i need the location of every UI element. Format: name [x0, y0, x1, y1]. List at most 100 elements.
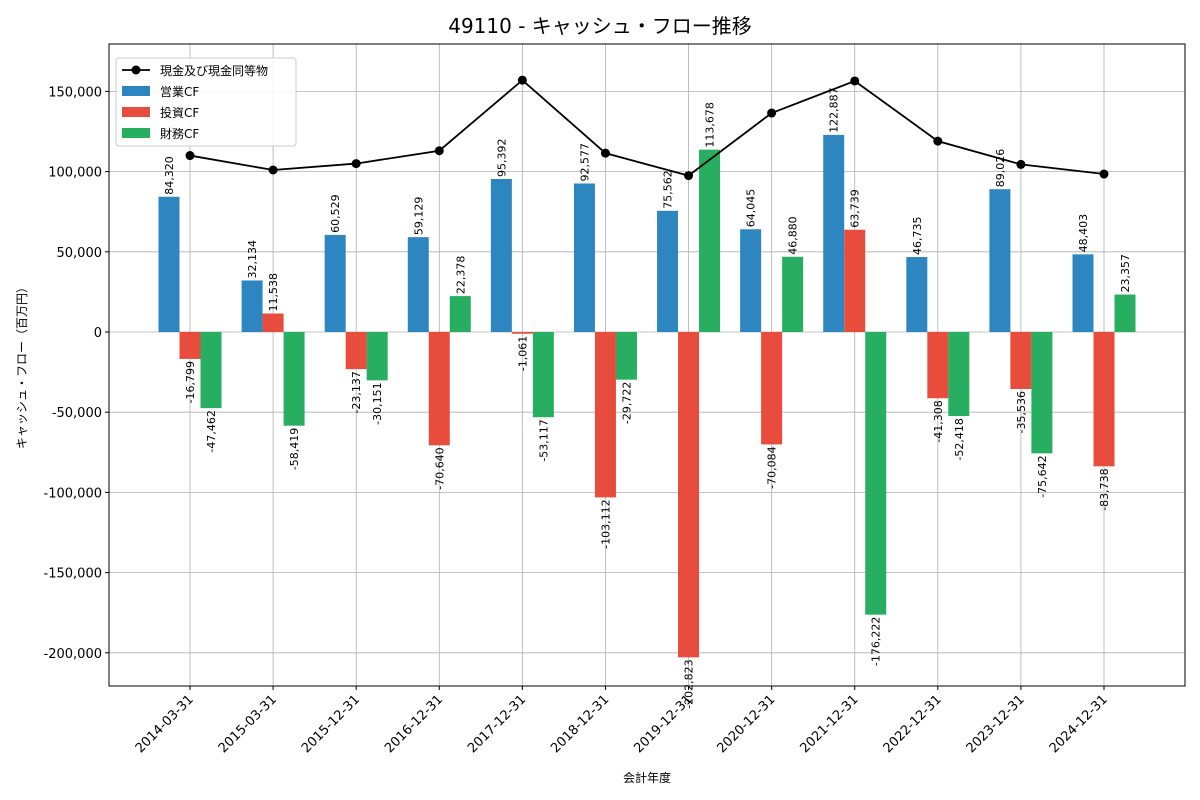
x-tick-label: 2021-12-31: [798, 692, 862, 756]
y-tick-label: 150,000: [48, 85, 102, 100]
y-axis: 150,000 100,000 50,000 0 -50,000 -100,000 -150…: [44, 85, 109, 662]
bar: [865, 332, 887, 615]
bar-value-label: -16,799: [184, 361, 197, 403]
x-tick-label: 2023-12-31: [964, 692, 1028, 756]
x-tick-label: 2015-03-31: [216, 692, 280, 756]
bar-value-label: 92,577: [578, 143, 591, 182]
legend-label: 投資CF: [160, 105, 199, 120]
bar: [241, 280, 263, 332]
bar-value-label: 23,357: [1119, 254, 1132, 293]
bar: [1031, 332, 1053, 454]
x-tick-label: 2019-12-31: [631, 692, 695, 756]
y-tick-label: 0: [94, 326, 102, 341]
cash-line-point: [434, 146, 444, 156]
bar-value-label: 46,735: [911, 217, 924, 256]
x-tick-label: 2017-12-31: [465, 692, 529, 756]
cash-line-point: [268, 165, 278, 175]
bar-value-label: -53,117: [537, 419, 550, 461]
legend-label: 現金及び現金同等物: [160, 63, 268, 78]
x-tick-label: 2016-12-31: [382, 692, 446, 756]
bar-value-label: -47,462: [205, 410, 218, 452]
bar: [324, 234, 346, 332]
bar-value-label: -103,112: [599, 499, 612, 548]
bar-value-label: -58,419: [288, 428, 301, 470]
bar: [532, 332, 554, 418]
bar: [906, 257, 928, 332]
y-tick-label: -50,000: [52, 406, 102, 421]
cash-line-point: [1099, 169, 1109, 179]
bar-labels: 84,320 32,134 60,529 59,129 95,392 92,577 75,5…: [163, 87, 1132, 708]
bars: [158, 134, 1136, 658]
bar-value-label: 22,378: [454, 256, 467, 295]
bar: [699, 149, 721, 332]
legend-swatch: [122, 128, 150, 138]
x-axis-label: 会計年度: [623, 770, 671, 785]
plot-frame: [108, 43, 1186, 687]
y-tick-label: -150,000: [44, 567, 102, 582]
y-tick-label: -200,000: [44, 647, 102, 662]
bar: [823, 134, 845, 332]
legend-box: [115, 57, 297, 147]
legend-label: 財務CF: [160, 126, 199, 141]
bar-value-label: 75,562: [662, 170, 675, 209]
bar-value-label: 32,134: [246, 240, 259, 279]
cash-line-point: [600, 148, 610, 158]
bar: [761, 332, 783, 445]
x-tick-label: 2018-12-31: [548, 692, 612, 756]
cash-line-path: [189, 78, 1105, 177]
bar: [158, 196, 180, 332]
bar: [179, 332, 201, 359]
bar-value-label: -202,823: [683, 659, 696, 708]
cash-line: [185, 75, 1109, 181]
bar: [615, 332, 637, 380]
bar-value-label: -52,418: [953, 418, 966, 460]
y-tick-label: -100,000: [44, 486, 102, 501]
cash-line-point: [517, 75, 527, 85]
bar-value-label: -35,536: [1015, 391, 1028, 433]
bar-value-label: -70,084: [766, 446, 779, 488]
bar-value-label: 63,739: [849, 189, 862, 228]
bar: [844, 229, 866, 332]
bar: [1010, 332, 1032, 389]
x-tick-label: 2024-12-31: [1047, 692, 1111, 756]
bar: [927, 332, 949, 399]
bar-value-label: 64,045: [745, 189, 758, 228]
legend-swatch: [122, 86, 150, 96]
bar-value-label: 95,392: [495, 138, 508, 177]
cash-line-point: [1016, 159, 1026, 169]
bar: [428, 332, 450, 446]
legend-label: 営業CF: [160, 85, 199, 99]
bar-value-label: 60,529: [329, 194, 342, 233]
x-tick-label: 2015-12-31: [299, 692, 363, 756]
cash-line-point: [850, 76, 860, 86]
x-axis: 2014-03-31 2015-03-31 2015-12-31 2016-12-31…: [133, 686, 1111, 756]
chart-title: 49110 - キャッシュ・フロー推移: [448, 14, 752, 38]
bar-value-label: -23,137: [350, 371, 363, 413]
y-axis-label: キャッシュ・フロー（百万円）: [15, 281, 29, 449]
bar: [449, 296, 471, 332]
bar: [1093, 332, 1115, 467]
bar-value-label: 48,403: [1077, 214, 1090, 253]
bar-value-label: -1,061: [516, 336, 529, 371]
bar: [782, 256, 804, 332]
cash-line-point: [767, 108, 777, 118]
bar-value-label: 89,026: [994, 149, 1007, 188]
bar-value-label: -70,640: [433, 447, 446, 489]
bar: [678, 332, 700, 658]
bar-value-label: 46,880: [787, 216, 800, 255]
y-tick-label: 100,000: [48, 166, 102, 181]
bar-value-label: -29,722: [620, 382, 633, 424]
bar-value-label: 59,129: [412, 197, 425, 236]
bar: [407, 237, 429, 332]
bar-value-label: 84,320: [163, 156, 176, 195]
bar-value-label: 11,538: [267, 273, 280, 312]
x-tick-label: 2020-12-31: [714, 692, 778, 756]
bar-value-label: -75,642: [1036, 455, 1049, 497]
y-tick-label: 50,000: [57, 246, 103, 261]
bar: [657, 210, 679, 332]
bar: [366, 332, 388, 381]
x-tick-label: 2022-12-31: [881, 692, 945, 756]
cash-line-point: [185, 151, 195, 161]
